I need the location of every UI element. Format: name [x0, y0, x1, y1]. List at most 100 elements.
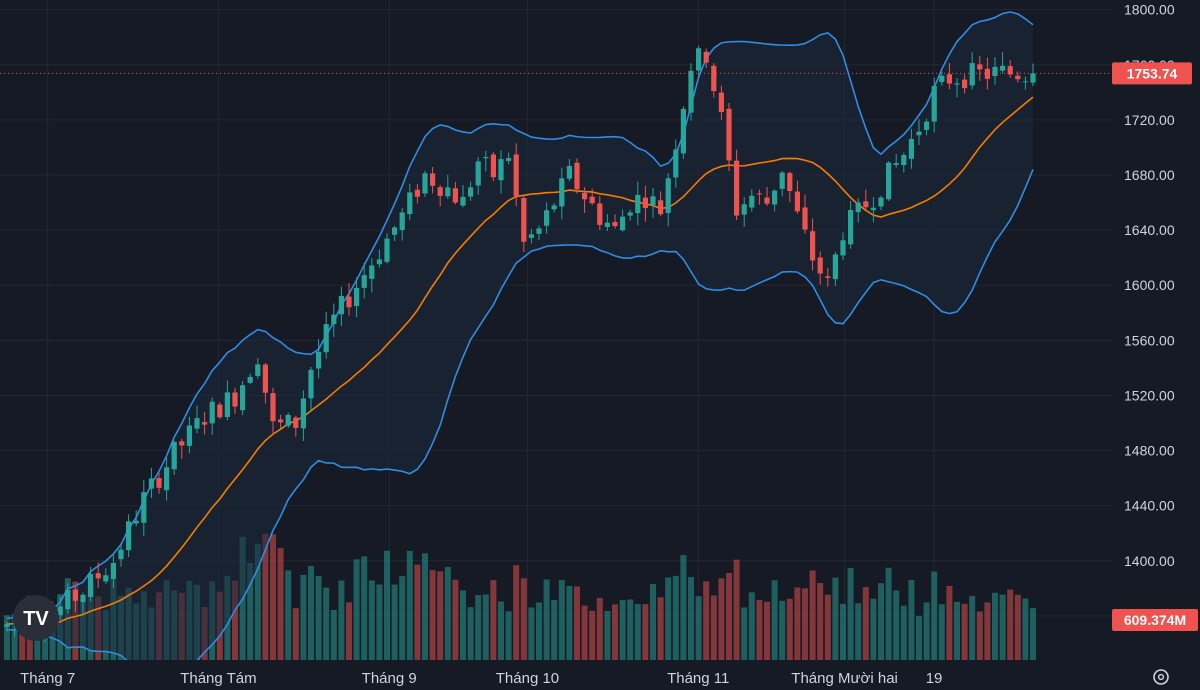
candle-body [916, 131, 922, 136]
candle-body [863, 201, 869, 208]
candle-body [110, 562, 116, 579]
volume-bar [444, 567, 451, 660]
candle [627, 210, 633, 221]
candle [202, 411, 208, 435]
candle-body [414, 189, 420, 197]
price-axis[interactable]: 1800.001760.001720.001680.001640.001600.… [1112, 0, 1200, 690]
volume-bar [642, 604, 649, 660]
volume-bar [277, 548, 284, 660]
bollinger-bands [6, 11, 1034, 660]
candle-body [262, 364, 268, 393]
candle-body [802, 207, 808, 230]
candle [209, 397, 215, 436]
volume-bar [954, 601, 960, 660]
candle [445, 174, 451, 199]
candle-body [551, 205, 557, 210]
y-tick-label: 1480.00 [1124, 443, 1175, 459]
volume-bar [1022, 598, 1029, 660]
candle [787, 171, 793, 203]
volume-bar [399, 576, 406, 660]
candle-body [156, 478, 162, 488]
x-tick-label: Tháng 10 [496, 670, 559, 687]
candle [749, 189, 755, 212]
candle-body [597, 203, 603, 225]
candle-body [452, 188, 458, 203]
candle [764, 186, 770, 206]
y-tick-label: 1680.00 [1124, 167, 1175, 183]
candle-body [384, 238, 390, 262]
candle-body [316, 351, 322, 369]
candle [224, 380, 230, 421]
candle [293, 415, 299, 437]
candle [95, 562, 101, 588]
y-tick-label: 1720.00 [1124, 112, 1175, 128]
volume-bar [19, 616, 26, 660]
candle [399, 208, 405, 241]
candle [141, 480, 147, 537]
candle-body [536, 228, 542, 234]
tradingview-logo[interactable]: TV [13, 595, 59, 641]
candle-body [285, 414, 291, 426]
volume-bar [999, 594, 1006, 660]
candle-body [460, 196, 466, 206]
candle [498, 150, 504, 194]
candle-body [498, 159, 504, 181]
volume-bar [254, 543, 261, 660]
candle [392, 225, 398, 242]
candle-body [194, 418, 200, 429]
candle-body [80, 594, 86, 603]
volume-bar [748, 592, 755, 660]
volume-bar [779, 600, 786, 660]
volume-bar [802, 588, 808, 660]
volume-bar [4, 615, 10, 660]
volume-bar [931, 571, 938, 660]
candle-body [962, 79, 968, 89]
candle-body [126, 521, 132, 551]
volume-bar [528, 607, 535, 660]
volume-bar [391, 584, 398, 660]
volume-bar [300, 574, 307, 660]
volume-bar [574, 586, 580, 660]
candle [863, 189, 869, 210]
candle [521, 194, 527, 252]
candle [240, 381, 246, 416]
candle [308, 366, 314, 411]
candle [977, 56, 983, 81]
candle [620, 209, 626, 232]
candle [361, 262, 367, 299]
basis-line [6, 96, 1034, 627]
candle [270, 387, 276, 435]
candle-body [513, 154, 519, 197]
candle-body [1015, 75, 1021, 80]
candle [832, 251, 838, 287]
candle [817, 251, 823, 285]
candle [954, 78, 960, 98]
candle [1000, 52, 1006, 74]
candle-body [331, 314, 337, 325]
candle [855, 198, 861, 223]
volume-bar [619, 600, 626, 660]
candle [179, 438, 185, 460]
volume-bar [11, 614, 18, 660]
volume-bar [870, 598, 877, 660]
gear-icon[interactable] [1153, 669, 1169, 685]
volume-bar [817, 583, 824, 660]
time-axis[interactable]: Tháng 7 Tháng Tám Tháng 9 Tháng 10 Tháng 11 T… [0, 660, 1112, 690]
candle-body [1000, 65, 1006, 71]
lower-band-line [6, 169, 1034, 660]
candle [1007, 60, 1013, 78]
volume-bar [961, 603, 968, 660]
x-tick-label: Tháng 7 [20, 670, 75, 687]
candle-body [202, 422, 208, 425]
volume-bar [893, 590, 900, 660]
candle [430, 167, 436, 194]
candle-body [893, 163, 899, 165]
candle-body [369, 265, 375, 279]
candle [133, 510, 139, 527]
last-volume-badge [1112, 609, 1198, 631]
volume-bar [976, 611, 983, 660]
volume-bar [1007, 589, 1014, 660]
x-tick-label: Tháng 9 [362, 670, 417, 687]
candle [1030, 63, 1036, 87]
